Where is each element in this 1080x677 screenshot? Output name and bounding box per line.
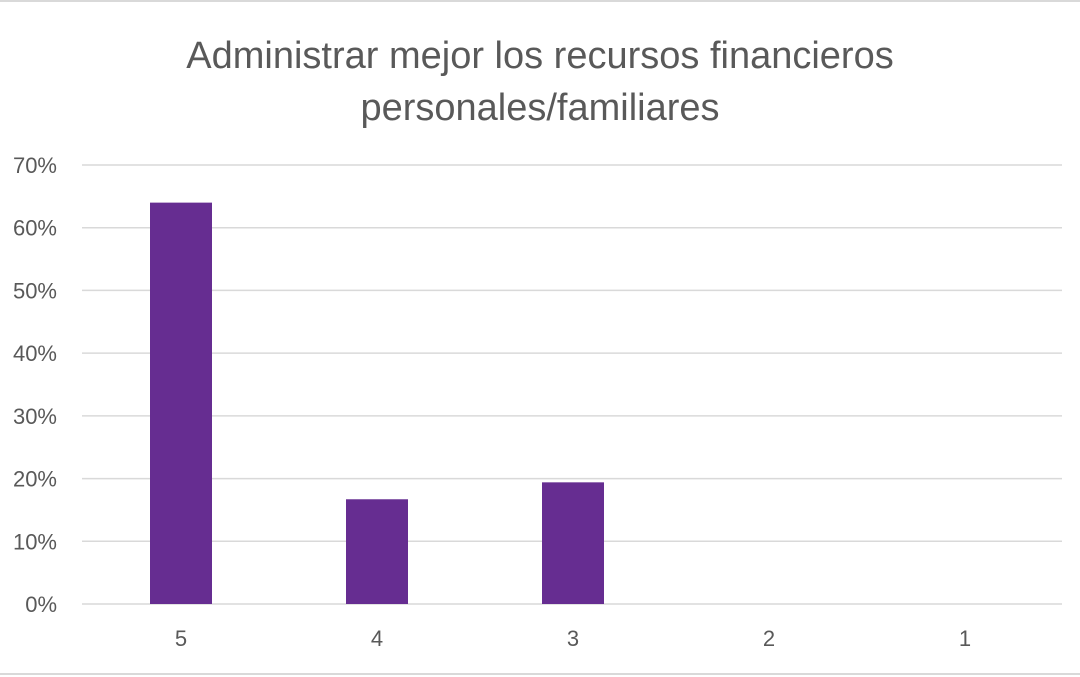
y-tick-label: 10% xyxy=(13,529,57,554)
x-tick-label: 4 xyxy=(371,626,383,651)
y-tick-label: 0% xyxy=(25,592,57,617)
x-tick-label: 3 xyxy=(567,626,579,651)
y-tick-label: 50% xyxy=(13,278,57,303)
y-tick-label: 20% xyxy=(13,467,57,492)
x-tick-label: 1 xyxy=(959,626,971,651)
chart-title-line-2: personales/familiares xyxy=(360,87,720,129)
bar xyxy=(542,482,604,604)
x-tick-label: 2 xyxy=(763,626,775,651)
y-tick-label: 30% xyxy=(13,404,57,429)
y-tick-label: 40% xyxy=(13,341,57,366)
bar xyxy=(346,499,408,604)
x-tick-label: 5 xyxy=(175,626,187,651)
y-tick-label: 60% xyxy=(13,216,57,241)
y-tick-label: 70% xyxy=(13,153,57,178)
bar xyxy=(150,202,212,604)
chart-title: Administrar mejor los recursos financier… xyxy=(0,30,1080,134)
chart-title-line-1: Administrar mejor los recursos financier… xyxy=(186,35,894,77)
